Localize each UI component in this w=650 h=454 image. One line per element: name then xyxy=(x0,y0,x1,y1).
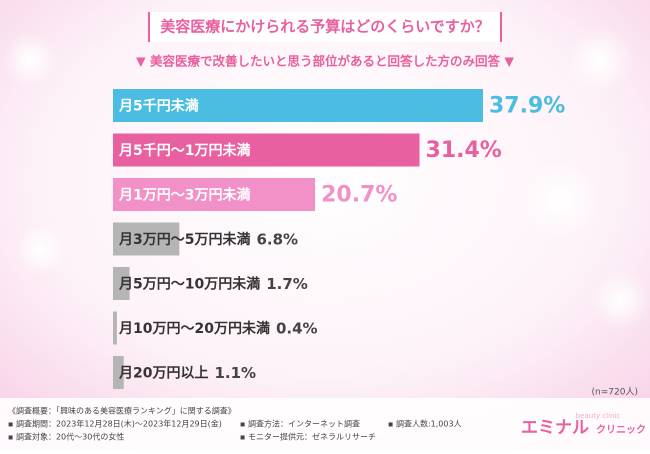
category-label: 月20万円以上 xyxy=(118,366,208,382)
value-label: 1.7% xyxy=(266,275,308,293)
value-label: 6.8% xyxy=(256,231,298,249)
category-label: 月5万円〜10万円未満 xyxy=(118,276,260,293)
value-label: 31.4% xyxy=(426,138,502,163)
title-border xyxy=(500,12,502,42)
title-box xyxy=(148,12,502,42)
bar xyxy=(113,356,124,389)
value-label: 0.4% xyxy=(276,320,318,338)
footer-item: ▪ 調査人数:1,003人 xyxy=(388,419,462,429)
footer-panel xyxy=(0,398,650,450)
logo-tag: beauty clinic xyxy=(576,412,621,420)
footer-item: ▪ 調査期間：2023年12月28日(木)〜2023年12月29日(金) xyxy=(8,419,222,429)
sparkles xyxy=(2,26,650,330)
bar xyxy=(113,133,420,167)
title-border xyxy=(148,12,150,42)
category-label: 月10万円〜20万円未満 xyxy=(118,320,270,337)
value-label: 20.7% xyxy=(321,183,397,208)
chart-title: 美容医療にかけられる予算はどのくらいですか？ xyxy=(160,18,490,36)
footer-item: ▪ 調査対象：20代〜30代の女性 xyxy=(8,432,124,442)
category-label: 月5千円未満 xyxy=(118,98,199,115)
category-label: 月3万円〜5万円未満 xyxy=(118,231,250,248)
bar xyxy=(113,89,483,122)
logo-sub: クリニック xyxy=(596,424,646,436)
chart-subtitle: ▼ 美容医療で改善したいと思う部位があると回答した方のみ回答 ▼ xyxy=(136,54,514,69)
value-label: 37.9% xyxy=(489,94,565,119)
category-label: 月1万円〜3万円未満 xyxy=(118,187,250,204)
sample-note: (n=720人) xyxy=(592,387,638,398)
bar xyxy=(113,311,117,345)
category-label: 月5千円〜1万円未満 xyxy=(118,142,250,159)
footer-item: ▪ 調査方法：インターネット調査 xyxy=(240,419,360,429)
bar xyxy=(113,267,130,300)
bar xyxy=(113,222,180,256)
footer-item: ▪ モニター提供元：ゼネラルリサーチ xyxy=(240,432,376,442)
value-label: 1.1% xyxy=(214,364,256,382)
footer-heading: 《調査概要：「興味のある美容医療ランキング」に関する調査》 xyxy=(8,406,236,416)
bar xyxy=(113,178,316,211)
logo-main: エミナル xyxy=(521,418,589,438)
